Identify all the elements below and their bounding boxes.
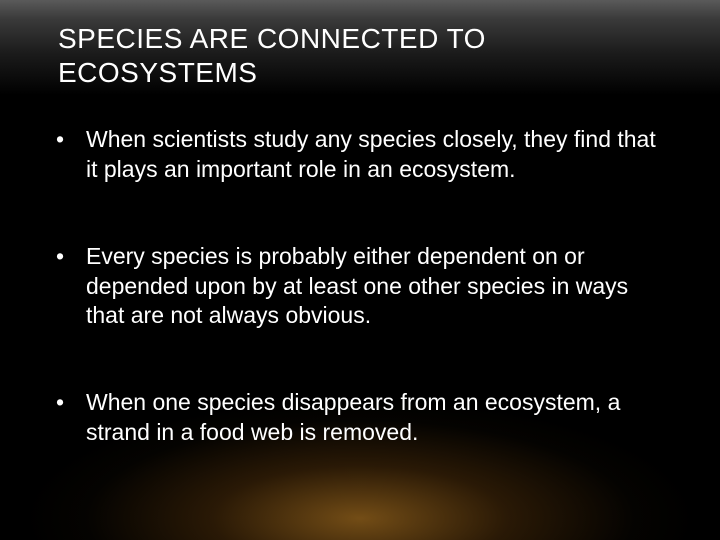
slide-title: SPECIES ARE CONNECTED TO ECOSYSTEMS	[50, 22, 670, 89]
bullet-list: When scientists study any species closel…	[50, 125, 670, 447]
slide: SPECIES ARE CONNECTED TO ECOSYSTEMS When…	[0, 0, 720, 540]
list-item: When one species disappears from an ecos…	[50, 388, 670, 447]
slide-content: SPECIES ARE CONNECTED TO ECOSYSTEMS When…	[0, 0, 720, 447]
list-item: Every species is probably either depende…	[50, 242, 670, 330]
list-item: When scientists study any species closel…	[50, 125, 670, 184]
